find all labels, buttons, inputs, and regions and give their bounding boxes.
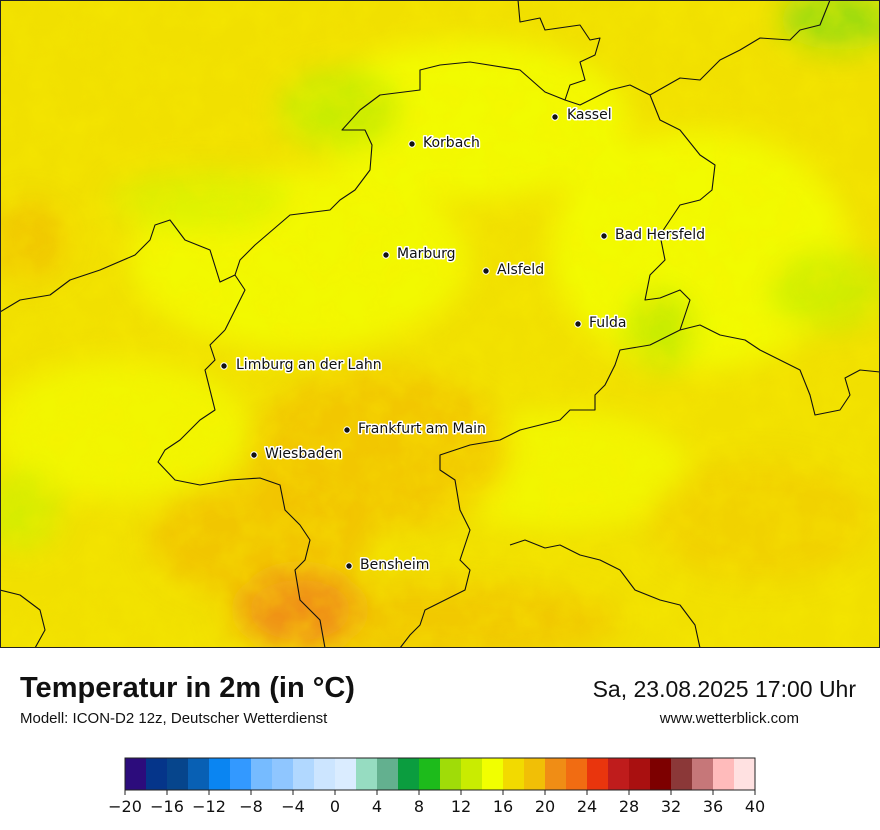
color-swatch	[461, 758, 483, 790]
svg-text:Bensheim: Bensheim	[360, 557, 429, 573]
city-kassel: Kassel	[551, 106, 613, 125]
scale-tick-label: 36	[703, 797, 723, 816]
city-bad-hersfeld: Bad Hersfeld	[600, 226, 707, 245]
color-swatch	[503, 758, 525, 790]
city-bensheim: Bensheim	[345, 556, 431, 575]
valid-datetime: Sa, 23.08.2025 17:00 Uhr	[592, 676, 856, 702]
scale-tick-label: 8	[414, 797, 424, 816]
temperature-map: Kassel Korbach Bad Hersfeld Marburg Alsf…	[0, 0, 880, 648]
source-url: www.wetterblick.com	[659, 710, 799, 727]
color-swatch	[125, 758, 147, 790]
scale-tick-label: −20	[108, 797, 142, 816]
map-title: Temperatur in 2m (in °C)	[20, 672, 355, 704]
color-swatch	[587, 758, 609, 790]
color-swatch	[356, 758, 378, 790]
scale-tick-label: 24	[577, 797, 597, 816]
color-swatch	[482, 758, 504, 790]
scale-tick-label: −16	[150, 797, 184, 816]
scale-tick-label: 40	[745, 797, 765, 816]
color-scale-ticks: −20 −16 −12 −8 −4 0 4 8 12 16 20 24 28 32 36 40	[108, 790, 765, 816]
border-lines	[0, 0, 880, 648]
temperature-field	[0, 0, 880, 648]
color-swatch	[293, 758, 315, 790]
city-marburg: Marburg	[382, 245, 457, 264]
color-swatch	[566, 758, 588, 790]
legend-footer	[0, 648, 880, 830]
color-swatch	[692, 758, 714, 790]
color-swatch	[650, 758, 672, 790]
color-swatch	[314, 758, 336, 790]
city-markers: Kassel Korbach Bad Hersfeld Marburg Alsf…	[220, 106, 707, 575]
model-info: Modell: ICON-D2 12z, Deutscher Wetterdie…	[20, 710, 328, 727]
scale-tick-label: 12	[451, 797, 471, 816]
color-swatch	[545, 758, 567, 790]
scale-tick-label: 20	[535, 797, 555, 816]
color-swatch	[251, 758, 273, 790]
color-scale-bar: −20 −16 −12 −8 −4 0 4 8 12 16 20 24 28 32 36 40	[108, 757, 765, 816]
svg-text:Bad Hersfeld: Bad Hersfeld	[615, 227, 705, 243]
svg-text:Marburg: Marburg	[397, 246, 456, 262]
city-alsfeld: Alsfeld	[482, 261, 546, 280]
svg-text:Fulda: Fulda	[589, 315, 627, 331]
color-swatch	[713, 758, 735, 790]
color-swatch	[209, 758, 231, 790]
color-swatch	[167, 758, 189, 790]
scale-tick-label: −12	[192, 797, 226, 816]
scale-tick-label: 4	[372, 797, 382, 816]
svg-text:Alsfeld: Alsfeld	[497, 262, 544, 278]
city-limburg-an-der-lahn: Limburg an der Lahn	[220, 356, 383, 375]
scale-tick-label: 32	[661, 797, 681, 816]
color-scale-swatches	[124, 757, 756, 791]
scale-tick-label: 16	[493, 797, 513, 816]
color-swatch	[146, 758, 168, 790]
color-swatch	[335, 758, 357, 790]
city-frankfurt-am-main: Frankfurt am Main	[343, 420, 487, 439]
color-scale-frame	[124, 757, 756, 791]
color-swatch	[608, 758, 630, 790]
city-wiesbaden: Wiesbaden	[250, 445, 344, 464]
color-swatch	[188, 758, 210, 790]
color-swatch	[734, 758, 756, 790]
svg-text:Limburg an der Lahn: Limburg an der Lahn	[236, 357, 382, 373]
scale-tick-label: 28	[619, 797, 639, 816]
svg-text:Wiesbaden: Wiesbaden	[265, 446, 342, 462]
color-swatch	[377, 758, 399, 790]
color-swatch	[524, 758, 546, 790]
svg-text:Frankfurt am Main: Frankfurt am Main	[358, 421, 486, 437]
city-korbach: Korbach	[408, 134, 481, 153]
scale-tick-label: 0	[330, 797, 340, 816]
svg-text:Kassel: Kassel	[567, 107, 612, 123]
color-swatch	[419, 758, 441, 790]
scale-tick-label: −8	[239, 797, 263, 816]
svg-text:Korbach: Korbach	[423, 135, 480, 151]
color-swatch	[272, 758, 294, 790]
color-swatch	[230, 758, 252, 790]
scale-tick-label: −4	[281, 797, 305, 816]
color-swatch	[440, 758, 462, 790]
color-swatch	[629, 758, 651, 790]
city-fulda: Fulda	[574, 314, 628, 333]
color-swatch	[671, 758, 693, 790]
color-swatch	[398, 758, 420, 790]
